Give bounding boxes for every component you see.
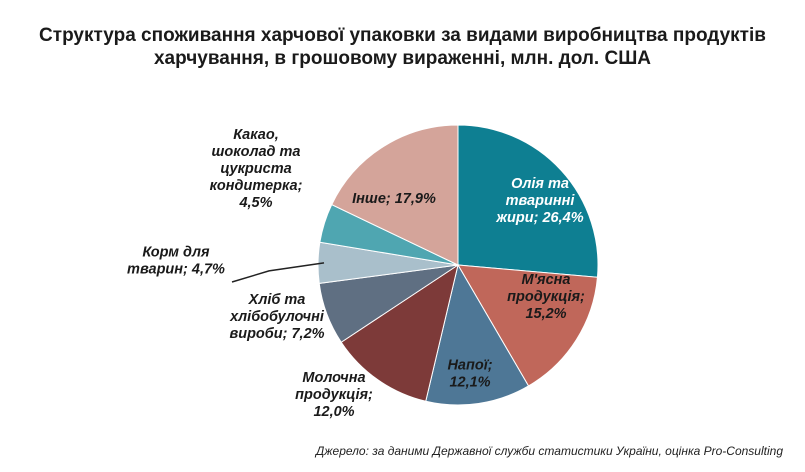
slice-label-8: Інше; 17,9%: [352, 191, 436, 207]
slice-label-2: М'ясна продукція; 15,2%: [507, 272, 585, 322]
slice-label-1: Олія та тваринні жири; 26,4%: [495, 176, 583, 226]
pie-slice-2: [457, 264, 599, 387]
leader-line-feed: [231, 262, 325, 283]
slice-label-4: Молочна продукція; 12,0%: [295, 370, 373, 420]
pie-slices: [317, 124, 599, 406]
slice-label-7: Какао, шоколад та цукриста кондитерка; 4,5%: [210, 127, 303, 211]
slice-label-5: Хліб та хлібобулочні вироби; 7,2%: [229, 292, 325, 342]
chart-title-line-2: харчування, в грошовому вираженні, млн. …: [153, 48, 652, 69]
pie-slice-1: [457, 124, 599, 278]
pie-slice-3: [425, 263, 530, 406]
pie-labels: Олія та тваринні жири; 26,4% М'ясна продукці…: [127, 127, 585, 420]
slice-label-3: Напої; 12,1%: [447, 358, 492, 391]
pie-slice-8: [331, 124, 459, 266]
chart-title-line-1: Структура споживання харчової упаковки з…: [39, 25, 766, 46]
chart-title: Структура споживання харчової упаковки з…: [0, 24, 805, 70]
slice-label-6: Корм для тварин; 4,7%: [127, 245, 225, 278]
pie-slice-4: [340, 263, 459, 402]
source-note: Джерело: за даними Державної служби стат…: [315, 444, 783, 458]
